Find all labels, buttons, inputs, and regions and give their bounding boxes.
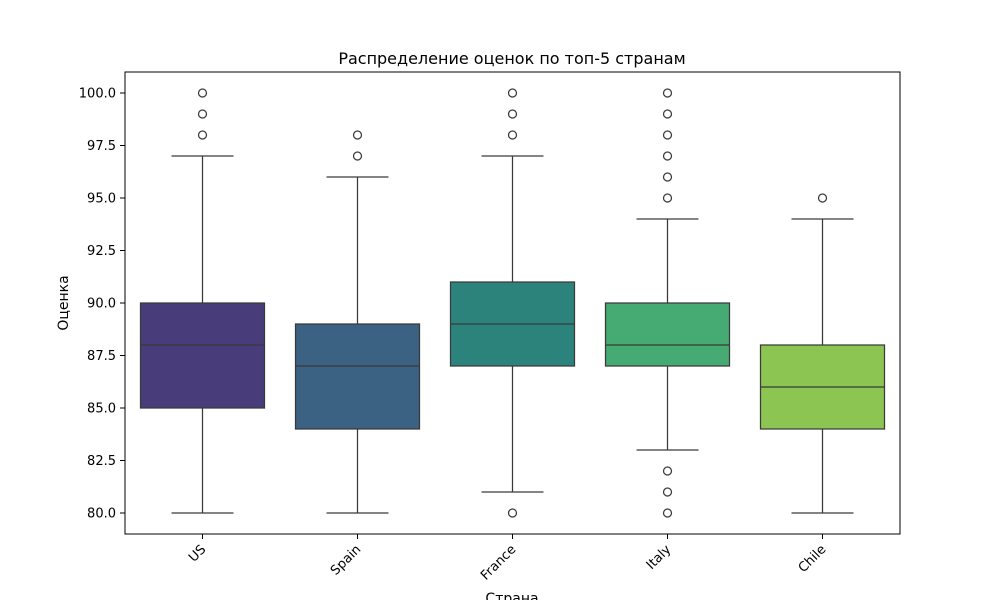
outlier-point: [352, 130, 363, 140]
x-tick-label: Italy: [644, 542, 675, 573]
outlier-point: [662, 88, 673, 98]
boxes-group: [139, 88, 886, 518]
outlier-point: [662, 508, 673, 518]
y-tick-label: 90.0: [87, 297, 116, 312]
outlier-point: [352, 151, 363, 161]
x-tick-label: Spain: [328, 542, 364, 578]
y-tick-label: 82.5: [87, 454, 116, 469]
y-tick-label: 80.0: [87, 507, 116, 522]
y-tick-label: 100.0: [79, 87, 116, 102]
outlier-point: [662, 130, 673, 140]
outlier-point: [662, 151, 673, 161]
y-tick-label: 95.0: [87, 192, 116, 207]
y-tick-label: 85.0: [87, 402, 116, 417]
outlier-point: [662, 109, 673, 119]
x-tick-label: Chile: [796, 542, 830, 576]
outlier-point: [817, 193, 828, 203]
box-chile: [759, 193, 886, 514]
box-france: [449, 88, 576, 518]
y-tick-label: 97.5: [87, 139, 116, 154]
y-tick-label: 92.5: [87, 244, 116, 259]
outlier-point: [662, 172, 673, 182]
box-us: [139, 88, 266, 514]
chart-title: Распределение оценок по топ-5 странам: [338, 49, 685, 68]
x-axis: US Spain France Italy Chile: [186, 534, 829, 583]
outlier-point: [507, 109, 518, 119]
outlier-point: [507, 130, 518, 140]
y-axis: 80.0 82.5 85.0 87.5 90.0 92.5 95.0 97.5 100.0: [79, 87, 125, 522]
outlier-point: [662, 487, 673, 497]
outlier-point: [662, 466, 673, 476]
box-iqr: [139, 302, 266, 409]
outlier-point: [197, 88, 208, 98]
outlier-point: [507, 88, 518, 98]
x-tick-label: US: [186, 542, 209, 565]
box-iqr: [294, 323, 421, 430]
outlier-point: [197, 130, 208, 140]
outlier-point: [662, 193, 673, 203]
y-axis-label: Оценка: [56, 275, 72, 330]
outlier-point: [507, 508, 518, 518]
outlier-point: [197, 109, 208, 119]
box-iqr: [604, 302, 731, 367]
y-tick-label: 87.5: [87, 349, 116, 364]
x-tick-label: France: [478, 542, 519, 583]
box-italy: [604, 88, 731, 518]
x-axis-label: Страна: [485, 591, 538, 600]
box-spain: [294, 130, 421, 514]
